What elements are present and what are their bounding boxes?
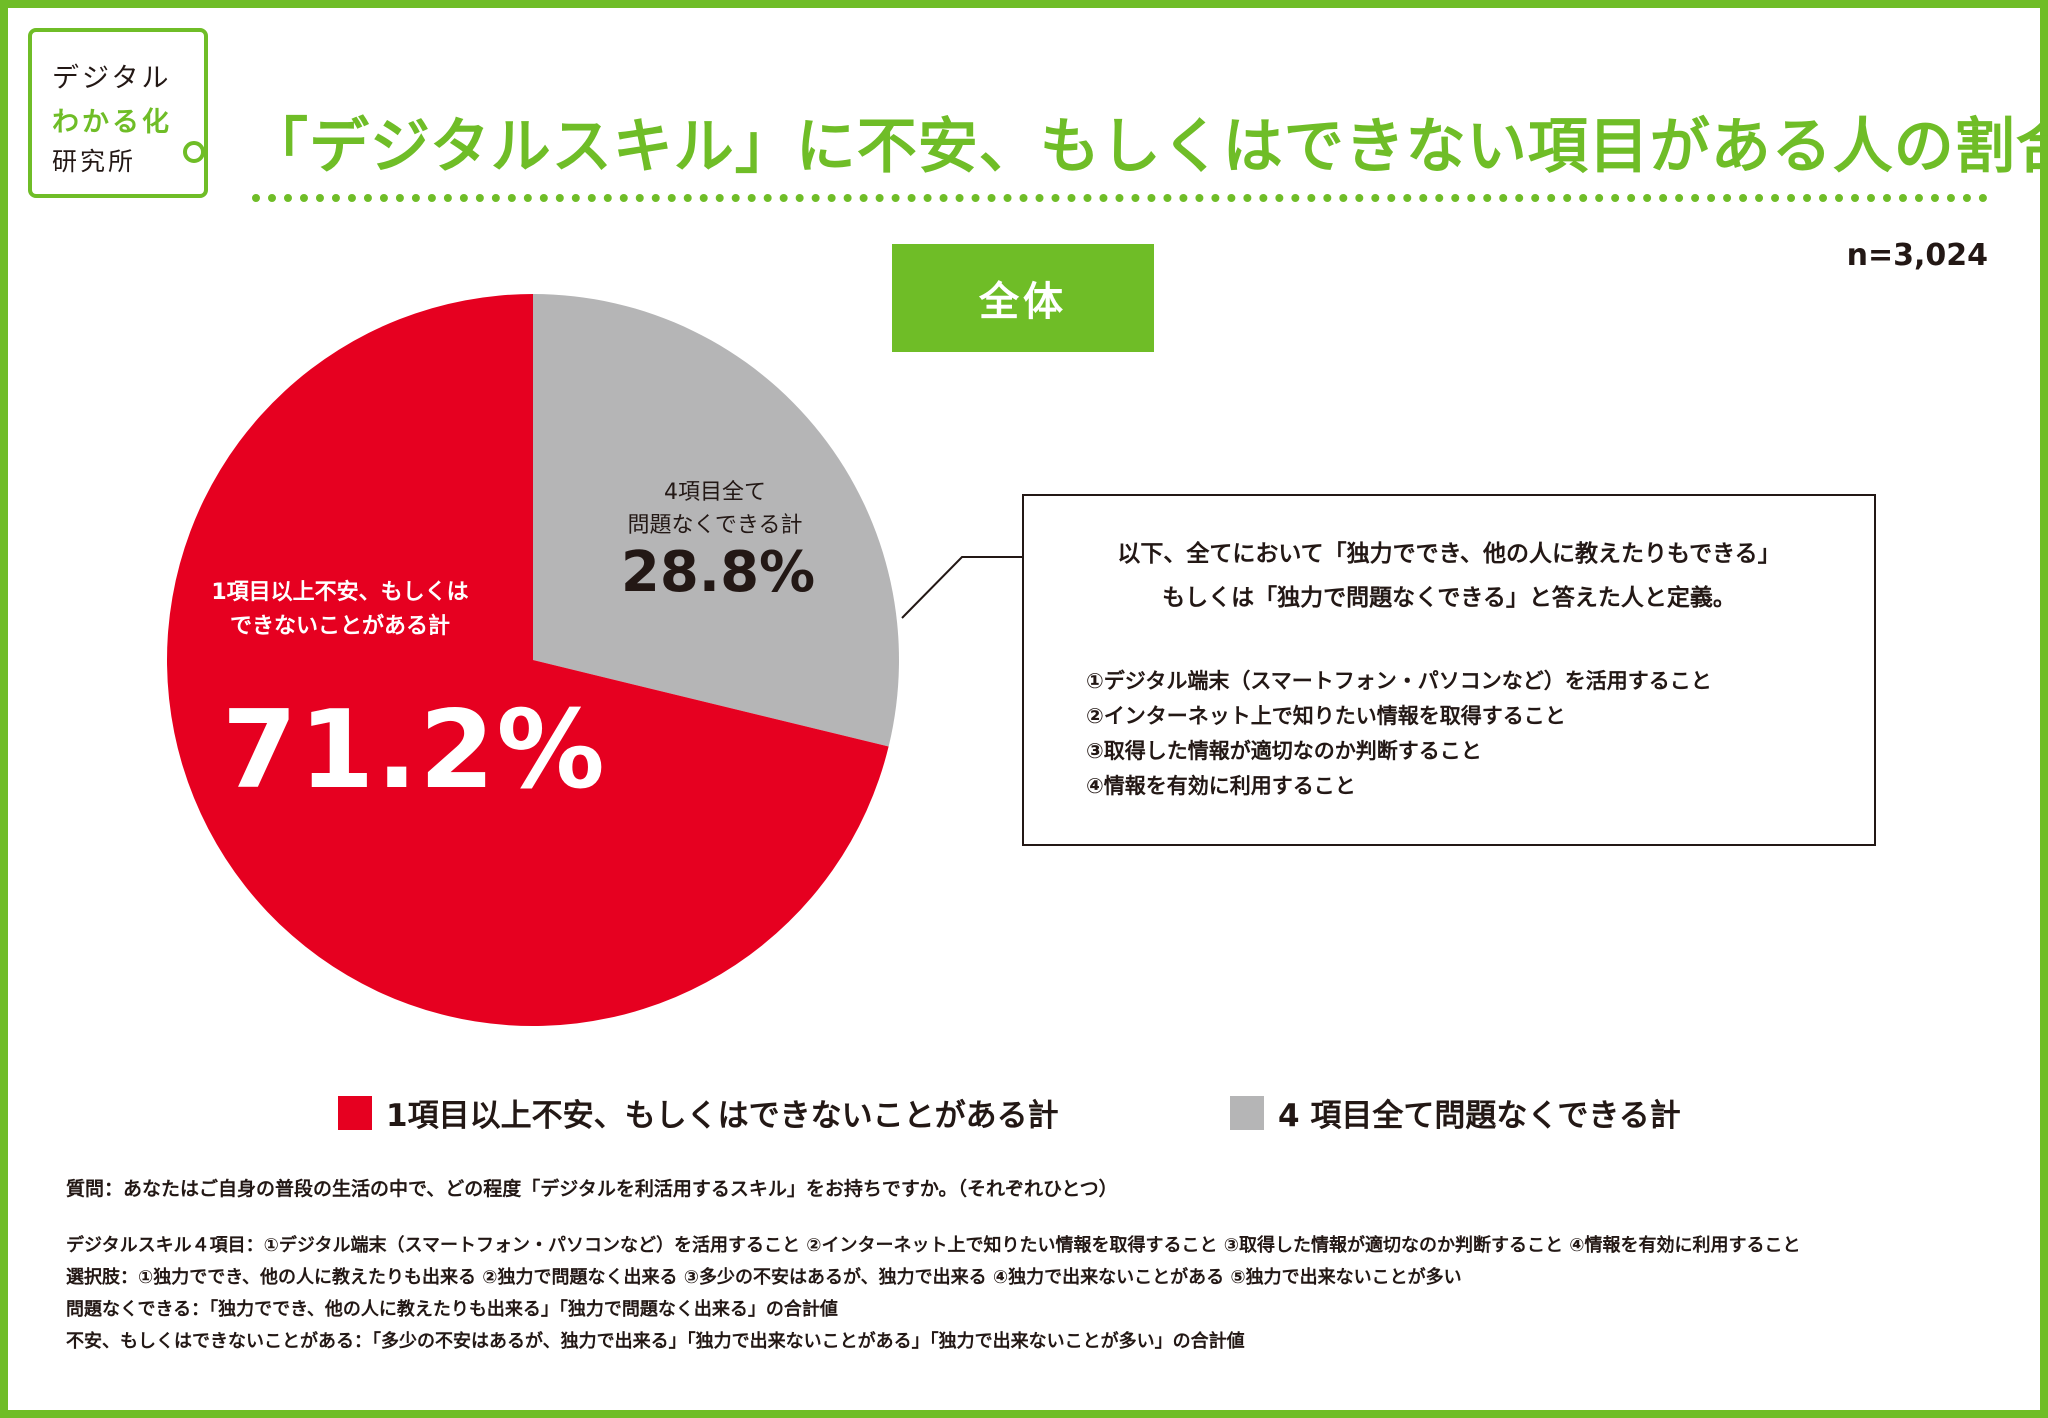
footnote-line: デジタルスキル４項目：①デジタル端末（スマートフォン・パソコンなど）を活用するこ…: [66, 1235, 1801, 1256]
legend-swatch-red: [338, 1095, 372, 1130]
footnote-line: 選択肢：①独力ででき、他の人に教えたりも出来る ②独力で問題なく出来る ③多少の…: [66, 1267, 1462, 1288]
page-title: 「デジタルスキル」に不安、もしくはできない項目がある人の割合: [248, 112, 2048, 182]
brand-logo: デジタル わかる化 研究所: [28, 28, 208, 198]
sample-size: n=3,024: [1846, 238, 1988, 273]
title-dotted-rule: [252, 194, 1988, 202]
footnote-line: 不安、もしくはできないことがある：「多少の不安はあるが、独力で出来る」「独力で出…: [66, 1331, 1245, 1352]
pie-label-gray-name: 4項目全て 問題なくできる計: [627, 480, 803, 538]
definition-callout: 以下、全てにおいて「独力ででき、他の人に教えたりもできる」 もしくは「独力で問題…: [1022, 494, 1876, 846]
callout-leader-line: [901, 556, 1022, 619]
group-tag: 全体: [892, 244, 1154, 352]
pie-slices: [167, 294, 899, 1026]
pie-slice-1: [167, 294, 889, 1026]
pie-label-red-name: 1項目以上不安、もしくは できないことがある計: [211, 580, 469, 639]
legend-item-red: 1項目以上不安、もしくはできないことがある計: [338, 1090, 1059, 1135]
legend-label-red: 1項目以上不安、もしくはできないことがある計: [386, 1098, 1059, 1134]
legend-label-gray: 4 項目全て問題なくできる計: [1278, 1098, 1681, 1134]
definition-items: ①デジタル端末（スマートフォン・パソコンなど）を活用すること ②インターネット上…: [1086, 664, 1712, 804]
brand-logo-tail-icon: [183, 141, 205, 163]
definition-item: ①デジタル端末（スマートフォン・パソコンなど）を活用すること: [1086, 669, 1712, 693]
definition-item: ②インターネット上で知りたい情報を取得すること: [1086, 704, 1566, 728]
survey-question: 質問：あなたはご自身の普段の生活の中で、どの程度「デジタルを利活用するスキル」を…: [66, 1178, 1118, 1200]
legend-swatch-gray: [1230, 1095, 1264, 1130]
brand-logo-line2: わかる化: [52, 107, 172, 138]
pie-label-gray-value: 28.8%: [620, 540, 816, 605]
pie-slice-0: [533, 294, 899, 747]
legend-item-gray: 4 項目全て問題なくできる計: [1230, 1090, 1681, 1135]
footnotes: デジタルスキル４項目：①デジタル端末（スマートフォン・パソコンなど）を活用するこ…: [66, 1230, 1801, 1358]
definition-lead-line1: 以下、全てにおいて「独力ででき、他の人に教えたりもできる」: [1117, 541, 1781, 567]
pie-label-red-value: 71.2%: [222, 688, 607, 813]
brand-logo-line3: 研究所: [52, 147, 137, 176]
definition-item: ④情報を有効に利用すること: [1086, 774, 1356, 798]
footnote-line: 問題なくできる：「独力ででき、他の人に教えたりも出来る」「独力で問題なく出来る」…: [66, 1299, 838, 1320]
definition-lead-line2: もしくは「独力で問題なくできる」と答えた人と定義。: [1162, 585, 1736, 611]
brand-logo-line1: デジタル: [52, 63, 172, 94]
definition-item: ③取得した情報が適切なのか判断すること: [1086, 739, 1482, 763]
